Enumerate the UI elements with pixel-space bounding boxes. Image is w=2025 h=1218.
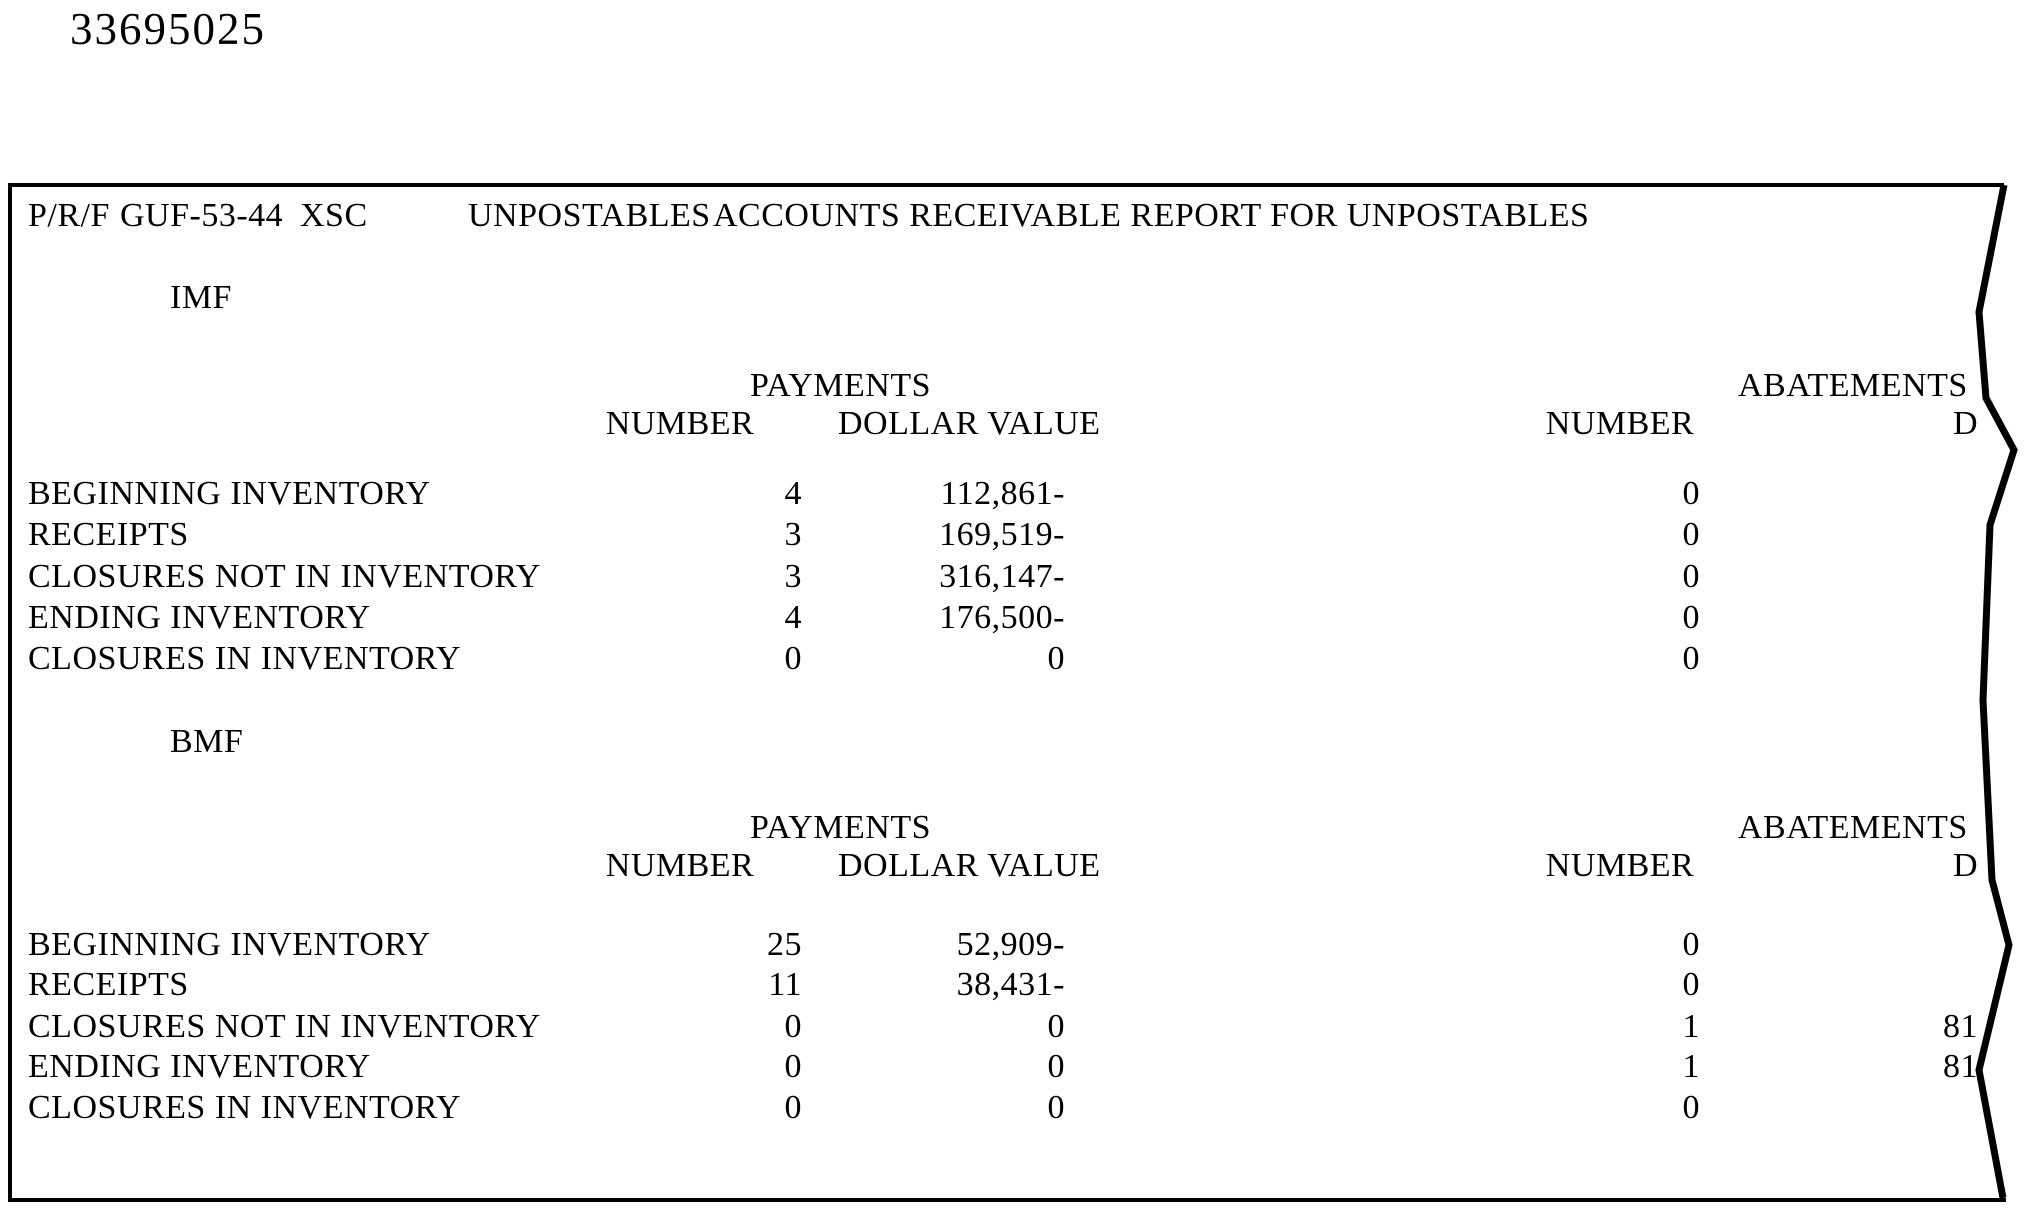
bmf-col-header-dollar-truncated: D [1952, 847, 1978, 884]
bmf-col-header-dollar-value: DOLLAR VALUE [838, 847, 1101, 884]
payments-number-value: 0 [784, 1048, 802, 1085]
payments-number-value: 0 [784, 1008, 802, 1045]
row-label: CLOSURES IN INVENTORY [28, 1089, 462, 1126]
payments-dollar-value: 316,147- [939, 558, 1065, 595]
payments-number-value: 0 [784, 640, 802, 677]
row-label: ENDING INVENTORY [28, 599, 371, 636]
abatements-number-value: 1 [1682, 1048, 1700, 1085]
section-label-bmf: BMF [170, 723, 244, 760]
abatements-number-value: 0 [1682, 475, 1700, 512]
payments-dollar-value: 176,500- [939, 599, 1065, 636]
row-label: BEGINNING INVENTORY [28, 475, 431, 512]
abatements-number-value: 0 [1682, 926, 1700, 963]
payments-number-value: 3 [784, 558, 802, 595]
row-label: RECEIPTS [28, 966, 189, 1003]
payments-number-value: 3 [784, 516, 802, 553]
bmf-col-header-payments-number: NUMBER [605, 847, 755, 884]
payments-dollar-value: 0 [1047, 1048, 1065, 1085]
abatements-number-value: 0 [1682, 966, 1700, 1003]
abatements-number-value: 0 [1682, 516, 1700, 553]
payments-number-value: 4 [784, 599, 802, 636]
row-label: CLOSURES IN INVENTORY [28, 640, 462, 677]
payments-number-value: 11 [768, 966, 802, 1003]
imf-col-header-payments-number: NUMBER [605, 405, 755, 442]
section-label-imf: IMF [170, 279, 232, 316]
imf-abatements-group-header: ABATEMENTS [1738, 367, 1968, 404]
report-title: ACCOUNTS RECEIVABLE REPORT FOR UNPOSTABL… [713, 197, 1590, 234]
header-code: XSC [300, 197, 368, 234]
abatements-dollar-value: 81 [1943, 1008, 1978, 1045]
payments-dollar-value: 0 [1047, 1089, 1065, 1126]
header-system: UNPOSTABLES [468, 197, 711, 234]
row-label: RECEIPTS [28, 516, 189, 553]
payments-dollar-value: 38,431- [956, 966, 1065, 1003]
abatements-number-value: 0 [1682, 1089, 1700, 1126]
imf-payments-group-header: PAYMENTS [749, 367, 931, 404]
row-label: CLOSURES NOT IN INVENTORY [28, 1008, 541, 1045]
row-label: BEGINNING INVENTORY [28, 926, 431, 963]
payments-dollar-value: 112,861- [940, 475, 1065, 512]
serial-number: 33695025 [70, 4, 266, 54]
imf-col-header-dollar-truncated: D [1952, 405, 1978, 442]
report-border [8, 183, 2006, 1202]
abatements-number-value: 0 [1682, 599, 1700, 636]
imf-col-header-abatements-number: NUMBER [1545, 405, 1695, 442]
torn-edge [1975, 184, 2018, 1199]
bmf-abatements-group-header: ABATEMENTS [1738, 809, 1968, 846]
bmf-payments-group-header: PAYMENTS [749, 809, 931, 846]
abatements-dollar-value: 81 [1943, 1048, 1978, 1085]
payments-dollar-value: 169,519- [939, 516, 1065, 553]
abatements-number-value: 0 [1682, 558, 1700, 595]
payments-dollar-value: 0 [1047, 640, 1065, 677]
payments-number-value: 25 [767, 926, 802, 963]
imf-col-header-dollar-value: DOLLAR VALUE [838, 405, 1101, 442]
abatements-number-value: 0 [1682, 640, 1700, 677]
payments-number-value: 0 [784, 1089, 802, 1126]
payments-number-value: 4 [784, 475, 802, 512]
payments-dollar-value: 52,909- [956, 926, 1065, 963]
payments-dollar-value: 0 [1047, 1008, 1065, 1045]
header-report-id: GUF-53-44 [120, 197, 284, 234]
header-prf: P/R/F [28, 197, 110, 234]
abatements-number-value: 1 [1682, 1008, 1700, 1045]
bmf-col-header-abatements-number: NUMBER [1545, 847, 1695, 884]
row-label: ENDING INVENTORY [28, 1048, 371, 1085]
row-label: CLOSURES NOT IN INVENTORY [28, 558, 541, 595]
